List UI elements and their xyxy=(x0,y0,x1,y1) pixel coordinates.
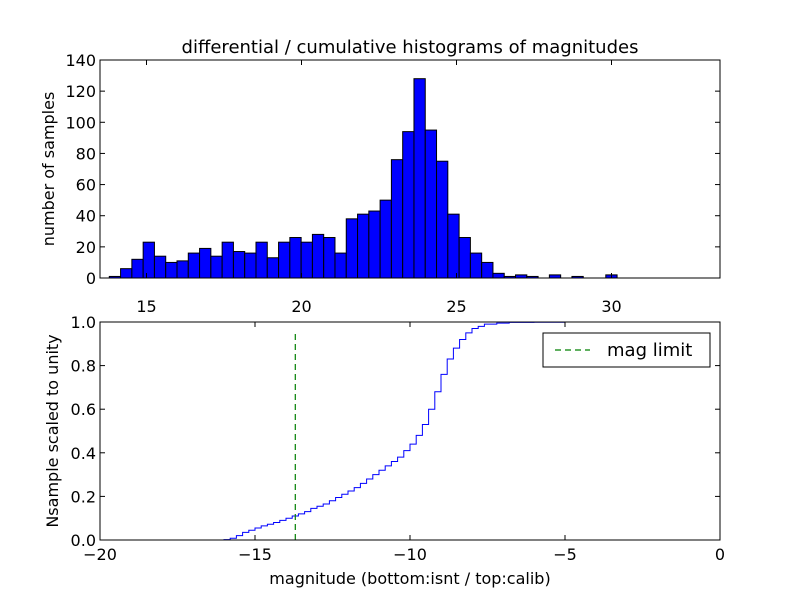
cumulative-panel: −20 −15 −10 −5 0 0.0 0.2 0.4 0.6 0.8 1.0 magnitude… xyxy=(43,313,725,588)
y-tick-label: 20 xyxy=(76,238,96,257)
histogram-bar xyxy=(345,218,359,279)
y-tick-label: 60 xyxy=(76,176,96,195)
histogram-bar xyxy=(390,159,404,279)
histogram-bar xyxy=(289,237,302,279)
histogram-bar xyxy=(187,252,201,279)
legend: mag limit xyxy=(542,332,711,368)
y-tick-label: 40 xyxy=(76,207,96,226)
x-tick-label: 20 xyxy=(291,297,311,316)
histogram-bar xyxy=(300,241,313,279)
histogram-bar xyxy=(492,272,505,279)
cumulative-step-line xyxy=(100,321,720,541)
histogram-bar xyxy=(481,261,494,279)
histogram-bar xyxy=(221,241,234,279)
histogram-bar xyxy=(176,260,189,279)
histogram-bar xyxy=(131,258,144,279)
y-tick-label: 0.2 xyxy=(71,487,96,506)
histogram-bar xyxy=(323,237,336,279)
histogram-bar xyxy=(199,247,212,279)
histogram-bar xyxy=(232,251,246,279)
histogram-bar xyxy=(210,255,223,279)
y-tick-label: 120 xyxy=(65,82,96,101)
y-tick-label: 0.4 xyxy=(71,444,96,463)
x-tick-label: −10 xyxy=(393,545,427,564)
cumulative-x-axis-label: magnitude (bottom:isnt / top:calib) xyxy=(269,569,550,588)
y-tick-label: 0 xyxy=(86,269,96,288)
x-tick-label: 15 xyxy=(136,297,156,316)
histogram-bar xyxy=(142,241,155,279)
x-tick-label: 0 xyxy=(715,545,725,564)
histogram-bar xyxy=(165,261,178,279)
y-tick-label: 0.6 xyxy=(71,400,96,419)
x-tick-label: −15 xyxy=(238,545,272,564)
y-tick-label: 1.0 xyxy=(71,313,96,332)
x-tick-label: −20 xyxy=(83,545,117,564)
histogram-bar xyxy=(424,129,438,279)
histogram-bar xyxy=(255,241,268,279)
histogram-bar xyxy=(368,210,381,279)
histogram-bar xyxy=(334,252,347,279)
histogram-panel: differential / cumulative histograms of … xyxy=(39,37,721,316)
histogram-bar xyxy=(402,131,415,279)
x-tick-label: 30 xyxy=(601,297,621,316)
cumulative-ticks: −20 −15 −10 −5 0 0.0 0.2 0.4 0.6 0.8 1.0 xyxy=(71,313,726,564)
histogram-bar xyxy=(447,213,460,279)
histogram-bar xyxy=(413,78,426,279)
histogram-bar xyxy=(458,237,471,279)
histogram-bar xyxy=(357,213,370,279)
x-tick-label: −5 xyxy=(553,545,577,564)
legend-label: mag limit xyxy=(607,340,692,361)
histogram-bar xyxy=(153,255,167,279)
histogram-bar xyxy=(120,268,133,279)
histogram-bar xyxy=(379,199,392,279)
cumulative-y-axis-label: Nsample scaled to unity xyxy=(43,334,62,527)
histogram-bar xyxy=(244,252,257,279)
histogram-bars xyxy=(108,78,618,279)
y-tick-label: 0.8 xyxy=(71,357,96,376)
histogram-bar xyxy=(266,257,280,279)
x-tick-label: 25 xyxy=(446,297,466,316)
histogram-bar xyxy=(311,233,325,279)
chart-title: differential / cumulative histograms of … xyxy=(182,37,639,58)
histogram-bar xyxy=(469,252,483,279)
histogram-bar xyxy=(278,241,291,279)
histogram-ticks: 15 20 25 30 0 20 40 60 80 100 120 140 xyxy=(65,51,720,316)
y-tick-label: 0.0 xyxy=(71,531,96,550)
histogram-axes-frame xyxy=(99,59,721,279)
y-tick-label: 100 xyxy=(65,113,96,132)
histogram-y-axis-label: number of samples xyxy=(39,92,58,247)
histogram-bar xyxy=(436,160,449,279)
y-tick-label: 80 xyxy=(76,144,96,163)
y-tick-label: 140 xyxy=(65,51,96,70)
